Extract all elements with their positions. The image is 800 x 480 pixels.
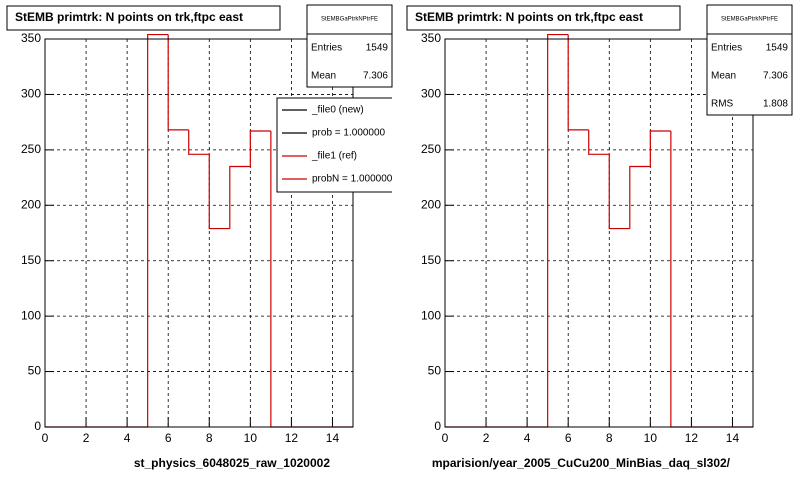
frame (44, 38, 354, 428)
y-tick-label: 250 (421, 142, 441, 156)
chart-title: StEMB primtrk: N points on trk,ftpc east (15, 10, 243, 24)
x-tick-label: 8 (206, 431, 213, 445)
legend: _file0 (new) prob = 1.000000 _file1 (ref) p… (276, 97, 393, 193)
x-tick-label: 2 (83, 431, 90, 445)
x-tick-label: 4 (524, 431, 531, 445)
x-tick-label: 6 (165, 431, 172, 445)
x-tick-label: 0 (442, 431, 449, 445)
y-tick-label: 350 (21, 31, 41, 45)
y-tick-label: 350 (421, 31, 441, 45)
stats-value: 7.306 (763, 71, 788, 82)
x-tick-label: 14 (726, 431, 740, 445)
x-tick-label: 10 (244, 431, 258, 445)
y-tick-label: 0 (34, 419, 41, 433)
y-tick-label: 200 (21, 197, 41, 211)
x-tick-label: 12 (285, 431, 299, 445)
stats-name: Entries (711, 43, 742, 54)
histogram-bar (167, 34, 189, 131)
stats-name: Mean (711, 71, 736, 82)
y-tick-label: 150 (421, 253, 441, 267)
histogram-bar (649, 130, 671, 167)
x-axis-label: mparision/year_2005_CuCu200_MinBias_daq_… (432, 456, 731, 470)
histogram-bar (249, 130, 271, 167)
y-tick-label: 100 (421, 308, 441, 322)
stats-name: Mean (311, 71, 336, 82)
y-tick-label: 150 (21, 253, 41, 267)
x-tick-label: 12 (685, 431, 699, 445)
x-tick-label: 10 (644, 431, 658, 445)
y-tick-label: 50 (28, 364, 42, 378)
y-tick-label: 50 (428, 364, 442, 378)
stats-title: StEMBGaPtrkNPtrFE (321, 17, 378, 23)
histogram-bar (229, 165, 251, 229)
histogram-bar (588, 129, 610, 155)
y-tick-label: 0 (434, 419, 441, 433)
frame (444, 38, 754, 428)
title-box (6, 5, 281, 31)
histogram-bar (188, 129, 210, 155)
legend-label: probN = 1.000000 (312, 174, 393, 185)
stats-value: 1549 (766, 43, 789, 54)
stats-value: 7.306 (363, 71, 388, 82)
x-tick-label: 8 (606, 431, 613, 445)
x-tick-label: 14 (326, 431, 340, 445)
histogram-bar (547, 33, 569, 427)
legend-box (276, 97, 392, 193)
y-tick-label: 100 (21, 308, 41, 322)
histogram-bar (608, 154, 630, 230)
stats-name: RMS (711, 99, 734, 110)
histogram-bar (670, 131, 692, 428)
legend-label: _file1 (ref) (311, 151, 357, 162)
y-tick-label: 200 (421, 197, 441, 211)
histogram-bar (208, 154, 230, 230)
stats-value: 1.808 (763, 99, 788, 110)
stats-title: StEMBGaPtrkNPtrFE (721, 17, 778, 23)
y-tick-label: 300 (21, 87, 41, 101)
x-tick-label: 2 (483, 431, 490, 445)
stats-value: 1549 (366, 43, 389, 54)
pad: 0 50 100 150 200 250 300 350 0 2 4 6 8 10 12 14 st_physi… (6, 4, 393, 470)
histogram-bar (147, 33, 169, 427)
title-box (406, 5, 681, 31)
legend-label: _file0 (new) (311, 105, 364, 116)
histogram-bar (629, 165, 651, 229)
y-tick-label: 300 (421, 87, 441, 101)
histogram-bar (567, 34, 589, 131)
x-tick-label: 6 (565, 431, 572, 445)
stats-box (706, 4, 793, 116)
chart-title: StEMB primtrk: N points on trk,ftpc east (415, 10, 643, 24)
stats-name: Entries (311, 43, 342, 54)
x-axis-label: st_physics_6048025_raw_1020002 (134, 456, 330, 470)
x-tick-label: 0 (42, 431, 49, 445)
stats-box (306, 4, 393, 88)
x-tick-label: 4 (124, 431, 131, 445)
legend-label: prob = 1.000000 (312, 128, 386, 139)
pad: 0 50 100 150 200 250 300 350 0 2 4 6 8 10 12 14 mparisio… (406, 4, 793, 470)
y-tick-label: 250 (21, 142, 41, 156)
